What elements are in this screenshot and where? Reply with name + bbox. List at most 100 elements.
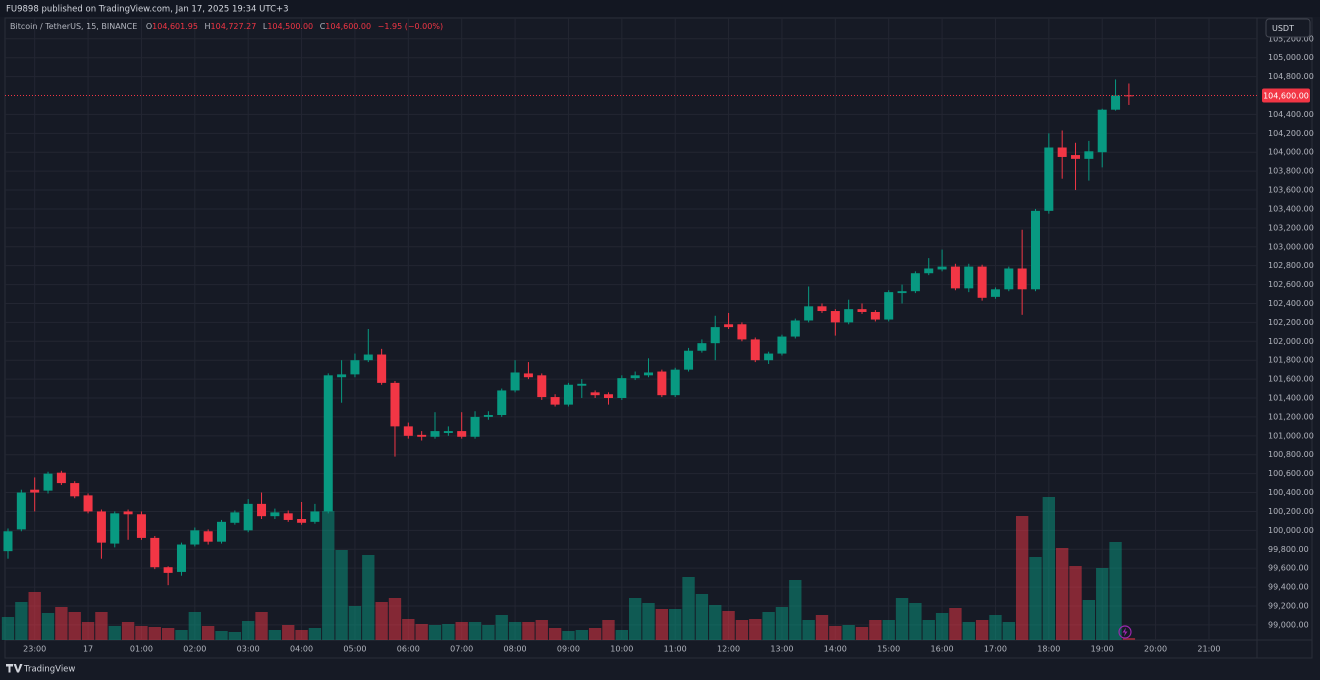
candle-body — [897, 291, 907, 294]
brand-logo — [6, 664, 23, 673]
candle-body — [470, 416, 480, 437]
x-tick-label: 13:00 — [770, 645, 793, 654]
volume-bar — [268, 630, 282, 640]
candle-body — [377, 354, 387, 383]
volume-bar — [148, 627, 161, 640]
candle-body — [390, 382, 400, 427]
x-tick-label: 17 — [83, 645, 93, 654]
volume-bar — [335, 550, 348, 640]
x-tick-label: 23:00 — [23, 645, 46, 654]
volume-bar — [215, 631, 228, 640]
volume-bar — [1069, 566, 1082, 640]
y-tick-label: 103,800.00 — [1268, 167, 1314, 176]
candle-body — [56, 472, 66, 484]
volume-bar — [161, 628, 175, 640]
candle-body — [337, 374, 347, 378]
candle-body — [203, 531, 213, 542]
candle-body — [1044, 147, 1054, 211]
volume-bar — [482, 625, 495, 640]
x-tick-label: 19:00 — [1091, 645, 1114, 654]
symbol: Bitcoin / TetherUS, 15, BINANCE — [10, 22, 137, 31]
volume-bar — [829, 626, 842, 640]
candle-body — [483, 415, 493, 417]
volume-bar — [495, 615, 508, 640]
volume-bar — [735, 620, 749, 640]
volume-bar — [642, 603, 655, 640]
volume-bar — [695, 594, 709, 640]
x-tick-label: 16:00 — [931, 645, 954, 654]
y-tick-label: 103,400.00 — [1268, 204, 1314, 213]
candle-body — [457, 431, 467, 437]
y-tick-label: 104,400.00 — [1268, 110, 1314, 119]
legend-value: 104,600.00 — [325, 22, 371, 31]
candle-body — [176, 544, 186, 572]
legend-key: C — [320, 22, 326, 31]
volume-bar — [1109, 542, 1122, 640]
candle-body — [3, 531, 13, 552]
volume-bar — [201, 626, 215, 640]
candle-body — [830, 311, 840, 323]
volume-bar — [989, 615, 1002, 640]
x-tick-label: 21:00 — [1197, 645, 1220, 654]
y-tick-label: 103,200.00 — [1268, 223, 1314, 232]
x-tick-label: 14:00 — [824, 645, 847, 654]
y-tick-label: 99,200.00 — [1268, 601, 1309, 610]
candle-body — [563, 384, 573, 405]
candle-body — [537, 375, 547, 398]
x-tick-label: 20:00 — [1144, 645, 1167, 654]
volume-bar — [402, 619, 415, 640]
candle-body — [403, 426, 413, 436]
volume-bar — [15, 602, 28, 640]
volume-bar — [615, 630, 628, 640]
volume-bar — [1056, 548, 1069, 640]
candle-body — [764, 353, 774, 361]
candle-body — [724, 324, 734, 328]
candle-body — [590, 392, 600, 396]
volume-bar — [762, 612, 775, 640]
volume-bar — [282, 625, 295, 640]
candle-body — [510, 372, 520, 391]
volume-bar — [855, 627, 869, 640]
y-tick-label: 104,000.00 — [1268, 148, 1314, 157]
volume-bar — [135, 626, 148, 640]
brand-name: TradingView — [23, 665, 75, 675]
candle-body — [297, 519, 307, 523]
volume-bar — [188, 612, 201, 640]
x-tick-label: 11:00 — [664, 645, 687, 654]
volume-bar — [895, 598, 909, 640]
volume-bar — [68, 612, 81, 640]
y-tick-label: 101,200.00 — [1268, 412, 1314, 421]
candle-body — [1004, 268, 1014, 290]
volume-bar — [1122, 638, 1136, 640]
volume-bar — [775, 607, 789, 640]
axes-layer: 99,000.00 99,200.00 99,400.00 99,600.00 99,8… — [5, 34, 1314, 654]
candle-body — [136, 514, 146, 538]
currency-label: USDT — [1272, 24, 1294, 33]
y-tick-label: 104,800.00 — [1268, 72, 1314, 81]
candle-body — [110, 513, 120, 544]
volume-bar — [1029, 557, 1042, 640]
publisher-line: FU9898 published on TradingView.com, Jan… — [6, 5, 289, 15]
legend-line: Bitcoin / TetherUS, 15, BINANCE O104,601… — [10, 22, 443, 31]
candle-body — [790, 320, 800, 337]
candle-body — [96, 511, 106, 543]
volume-bar — [348, 606, 362, 640]
currency-box[interactable] — [1265, 18, 1311, 38]
volume-bar — [669, 609, 682, 640]
candle-body — [910, 273, 920, 292]
candle-body — [150, 537, 160, 568]
candle-body — [670, 369, 680, 396]
candle-body — [123, 511, 133, 515]
volume-bar — [175, 630, 188, 640]
legend-key: O — [146, 22, 152, 31]
candle-body — [684, 350, 694, 370]
alert-icon[interactable] — [1118, 625, 1132, 639]
volume-bar — [522, 622, 535, 640]
y-tick-label: 103,600.00 — [1268, 186, 1314, 195]
top-bar — [0, 0, 1320, 17]
candle-body — [857, 309, 867, 312]
y-tick-label: 105,200.00 — [1268, 34, 1314, 43]
candle-body — [657, 371, 667, 396]
candle-body — [1124, 95, 1134, 97]
volume-bar — [442, 624, 455, 640]
